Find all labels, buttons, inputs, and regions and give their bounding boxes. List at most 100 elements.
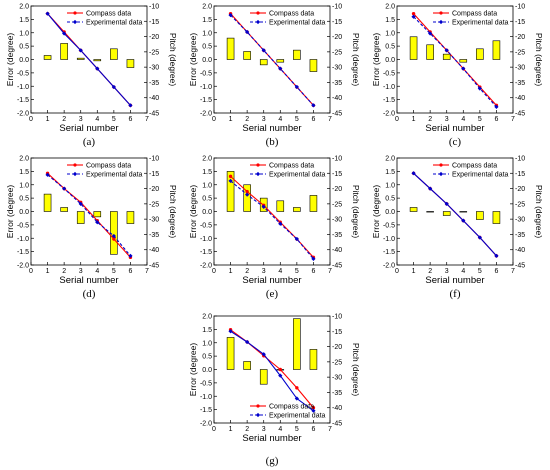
y2-tick-label: -40 [515, 95, 525, 102]
y-tick-label: 1.0 [202, 340, 212, 347]
error-bar [276, 200, 285, 212]
legend-label: Compass data [452, 11, 497, 18]
x-axis-label: Serial number [242, 275, 301, 286]
y2-tick-label: -10 [332, 156, 342, 163]
error-bar [126, 211, 135, 224]
y2-tick-label: -25 [149, 201, 159, 208]
x-tick-label: 6 [311, 268, 315, 275]
error-bar [409, 207, 418, 212]
compass-point [411, 11, 416, 16]
error-bar [426, 211, 434, 213]
legend-label: Compass data [269, 163, 314, 170]
legend-marker [255, 412, 261, 418]
y-tick-label: 2.0 [385, 156, 395, 163]
legend-label: Compass data [269, 404, 314, 411]
y-tick-label: -2.0 [383, 111, 395, 118]
experimental-point [311, 256, 316, 262]
legend-label: Experimental data [269, 413, 326, 420]
y2-tick-label: -30 [515, 65, 525, 72]
y-tick-label: -1.5 [200, 407, 212, 414]
experimental-series-line [47, 174, 131, 257]
y2-tick-label: -45 [515, 111, 525, 118]
y-tick-label: 2.0 [19, 4, 29, 11]
y2-axis-label: Pitch (degree) [168, 185, 178, 239]
x-tick-label: 2 [245, 116, 249, 123]
error-bar [409, 36, 418, 60]
x-tick-label: 3 [445, 268, 449, 275]
y-tick-label: 0.0 [202, 57, 212, 64]
chart-panel-c: -2.0 -1.5 -1.0 -0.5 0.0 0.5 1.0 1.5 2.0 -45 -40 -35… [366, 0, 549, 152]
x-tick-label: 0 [212, 268, 216, 275]
y-tick-label: 0.5 [19, 196, 29, 203]
x-tick-label: 2 [62, 116, 66, 123]
y-tick-label: 0.0 [202, 209, 212, 216]
panel-caption-f: (f) [449, 288, 461, 300]
legend-label: Experimental data [452, 172, 509, 179]
error-bar [293, 318, 301, 370]
y-tick-label: -0.5 [383, 222, 395, 229]
legend-label: Experimental data [269, 172, 326, 179]
experimental-point [411, 171, 416, 176]
chart-panel-e: -2.0 -1.5 -1.0 -0.5 0.0 0.5 1.0 1.5 2.0 -45 -40 -35… [183, 152, 366, 304]
compass-point [311, 406, 316, 410]
error-bar [243, 51, 251, 60]
error-bar [309, 195, 318, 212]
y-tick-label: 1.5 [202, 169, 212, 176]
experimental-point [128, 253, 133, 258]
x-tick-label: 5 [478, 116, 482, 123]
y-tick-label: -1.0 [17, 84, 29, 91]
x-tick-label: 4 [278, 268, 282, 275]
x-tick-label: 6 [494, 116, 498, 123]
x-tick-label: 0 [29, 268, 33, 275]
y-tick-label: -1.0 [17, 236, 29, 243]
y2-tick-label: -40 [332, 405, 342, 412]
y-tick-label: -1.0 [383, 236, 395, 243]
y-tick-label: -1.5 [200, 249, 212, 256]
x-tick-label: 1 [46, 116, 50, 123]
x-tick-label: 3 [262, 268, 266, 275]
legend-marker [256, 11, 260, 15]
x-tick-label: 6 [311, 426, 315, 433]
compass-series-line [230, 175, 314, 258]
experimental-point [461, 218, 466, 223]
y2-tick-label: -45 [515, 263, 525, 270]
compass-point [228, 174, 233, 179]
experimental-point [311, 103, 316, 108]
legend-marker [439, 11, 443, 15]
x-tick-label: 6 [311, 116, 315, 123]
compass-point [245, 189, 249, 194]
legend-label: Compass data [452, 163, 497, 170]
y2-tick-label: -20 [149, 186, 159, 193]
chart-svg-c: -2.0 -1.5 -1.0 -0.5 0.0 0.5 1.0 1.5 2.0 -45 -40 -35… [371, 4, 544, 135]
x-tick-label: 3 [262, 426, 266, 433]
chart-panel-d: -2.0 -1.5 -1.0 -0.5 0.0 0.5 1.0 1.5 2.0 -45 -40 -35… [0, 152, 183, 304]
experimental-point [95, 220, 100, 225]
experimental-point [62, 31, 67, 36]
y-tick-label: 1.0 [202, 30, 212, 37]
y-tick-label: 1.5 [202, 327, 212, 334]
experimental-series-line [230, 14, 314, 106]
y-tick-label: 1.5 [385, 169, 395, 176]
x-tick-label: 7 [328, 116, 332, 123]
y-tick-label: -0.5 [200, 222, 212, 229]
error-bar [60, 43, 68, 60]
y2-tick-label: -15 [332, 329, 342, 336]
error-bar [93, 211, 102, 218]
y2-tick-label: -35 [515, 80, 525, 87]
y2-axis-label: Pitch (degree) [168, 33, 178, 87]
x-tick-label: 0 [212, 116, 216, 123]
y2-axis-label: Pitch (degree) [534, 185, 544, 239]
experimental-point [444, 48, 449, 53]
x-tick-label: 3 [445, 116, 449, 123]
experimental-point [261, 352, 266, 357]
y2-tick-label: -30 [149, 217, 159, 224]
x-tick-label: 2 [245, 268, 249, 275]
x-axis-label: Serial number [59, 123, 118, 134]
x-tick-label: 7 [328, 426, 332, 433]
legend-marker [72, 19, 78, 25]
experimental-point [278, 66, 283, 71]
y2-tick-label: -20 [332, 186, 342, 193]
y2-tick-label: -25 [332, 201, 342, 208]
y2-tick-label: -15 [332, 171, 342, 178]
y-tick-label: -1.5 [383, 249, 395, 256]
